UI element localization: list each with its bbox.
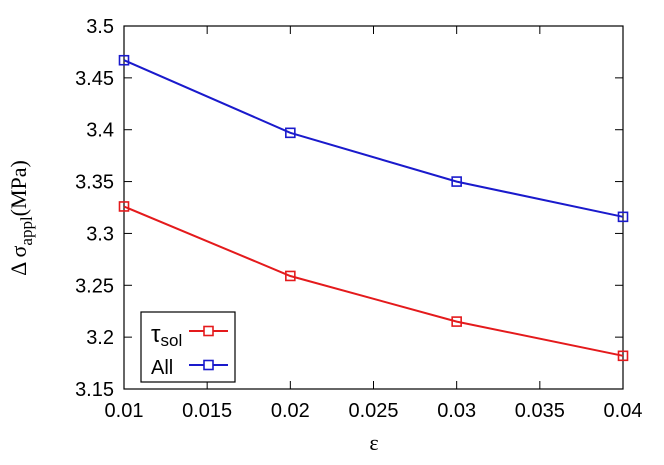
legend-label-all: All (151, 357, 173, 379)
y-axis-label-main: Δ σ (6, 245, 31, 275)
y-tick-label: 3.4 (86, 120, 114, 142)
data-point-tau-sol (617, 350, 629, 362)
x-tick-label: 0.035 (515, 400, 565, 422)
data-point-all (617, 211, 629, 223)
x-tick-label: 0.01 (105, 400, 144, 422)
data-point-all (451, 176, 462, 187)
data-point-tau-sol (285, 270, 296, 282)
legend-label-tau-sol-subscript: sol (160, 331, 182, 350)
data-point-all (118, 54, 130, 66)
y-tick-label: 3.45 (75, 68, 114, 90)
x-tick-label: 0.025 (348, 400, 398, 422)
x-tick-label: 0.015 (182, 400, 232, 422)
legend-marker-all (203, 359, 214, 371)
y-axis-label-subscript: appl (17, 216, 36, 246)
x-axis-label: ε (369, 430, 378, 455)
data-point-all (285, 127, 296, 139)
y-tick-label: 3.2 (86, 327, 114, 349)
y-axis-label: Δ σappl(MPa) (6, 160, 36, 276)
x-tick-label: 0.02 (271, 400, 310, 422)
x-tick-label: 0.04 (604, 400, 643, 422)
data-point-tau-sol (118, 201, 130, 212)
legend-label-tau-sol: τsol (151, 321, 182, 350)
series-line-tau-sol (123, 205, 624, 357)
y-tick-label: 3.5 (86, 16, 114, 38)
y-axis-label-unit: (MPa) (6, 160, 31, 216)
series-line-all (123, 59, 624, 218)
legend-box (140, 311, 236, 383)
legend-label-tau-sol-main: τ (151, 321, 161, 348)
x-tick-label: 0.03 (437, 400, 476, 422)
y-tick-label: 3.35 (75, 172, 114, 194)
y-tick-label: 3.3 (86, 223, 114, 245)
legend-marker-tau-sol (203, 325, 214, 337)
legend: τsol All (140, 311, 236, 383)
data-point-tau-sol (451, 316, 462, 327)
y-tick-label: 3.15 (75, 379, 114, 401)
y-tick-label: 3.25 (75, 275, 114, 297)
